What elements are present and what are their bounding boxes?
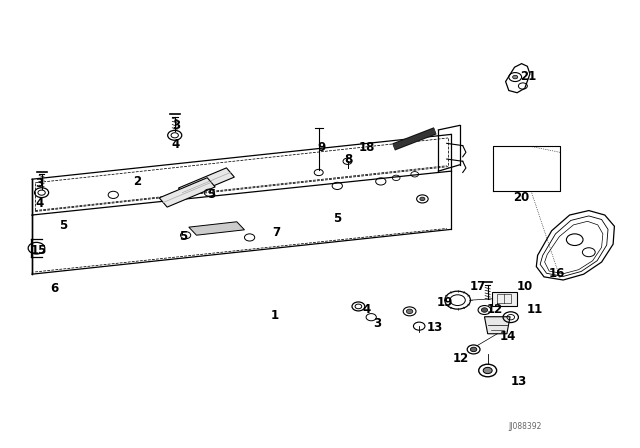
Text: 1: 1	[271, 309, 279, 323]
Text: 5: 5	[207, 188, 215, 202]
Text: 2: 2	[134, 175, 141, 188]
Text: 19: 19	[436, 296, 453, 309]
Text: 7: 7	[273, 226, 280, 240]
Circle shape	[513, 75, 518, 79]
Text: 20: 20	[513, 190, 529, 204]
Text: 13: 13	[510, 375, 527, 388]
Text: 4: 4	[36, 197, 44, 211]
Polygon shape	[484, 317, 510, 334]
FancyBboxPatch shape	[492, 292, 517, 306]
Text: 3: 3	[172, 119, 180, 132]
Text: JJ088392: JJ088392	[509, 422, 542, 431]
Text: 17: 17	[470, 280, 486, 293]
Circle shape	[420, 197, 425, 201]
Text: 9: 9	[318, 141, 326, 155]
Circle shape	[470, 347, 477, 352]
Text: 6: 6	[51, 282, 58, 296]
Text: 21: 21	[520, 69, 536, 83]
Text: 4: 4	[172, 138, 180, 151]
Circle shape	[483, 367, 492, 374]
Circle shape	[406, 309, 413, 314]
Text: 5: 5	[179, 229, 187, 243]
Text: 3: 3	[36, 177, 44, 190]
Polygon shape	[189, 222, 244, 235]
Text: 13: 13	[427, 321, 444, 335]
Text: 12: 12	[452, 352, 469, 365]
Text: 11: 11	[527, 302, 543, 316]
Text: 10: 10	[516, 280, 533, 293]
Text: 5: 5	[59, 219, 67, 232]
Text: 8: 8	[345, 152, 353, 166]
Text: 14: 14	[499, 330, 516, 344]
Circle shape	[481, 308, 488, 312]
Text: 4: 4	[363, 302, 371, 316]
Text: 16: 16	[548, 267, 565, 280]
Text: 18: 18	[359, 141, 376, 155]
Text: 5: 5	[333, 211, 341, 225]
Polygon shape	[159, 178, 215, 207]
Text: 3: 3	[374, 317, 381, 330]
Polygon shape	[179, 168, 234, 197]
Text: 12: 12	[486, 302, 503, 316]
Text: 15: 15	[30, 244, 47, 258]
